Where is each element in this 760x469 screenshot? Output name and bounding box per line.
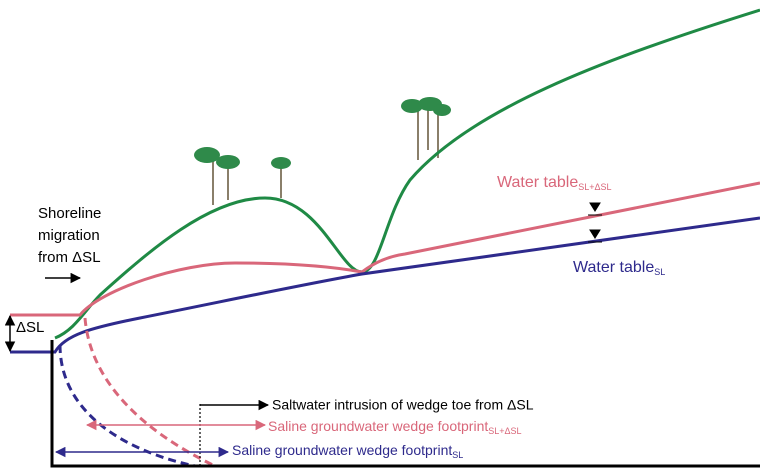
trees	[194, 97, 451, 205]
delta-sl-label: ΔSL	[16, 319, 44, 336]
footprint-current-label: Saline groundwater wedge footprintSL	[232, 442, 463, 461]
footprint-future-label: Saline groundwater wedge footprintSL+ΔSL	[268, 418, 522, 437]
ground-surface	[55, 10, 760, 338]
water-table-symbols	[588, 203, 602, 242]
shoreline-label: from ΔSL	[38, 249, 101, 266]
water-table-future	[10, 183, 760, 315]
intrusion-label: Saltwater intrusion of wedge toe from ΔS…	[272, 397, 534, 413]
shoreline-label: migration	[38, 227, 100, 244]
water-table-future-label: Water tableSL+ΔSL	[497, 174, 612, 192]
water-table-current-label: Water tableSL	[573, 259, 665, 277]
diagram: Shoreline migration from ΔSL ΔSL Water t…	[0, 0, 760, 469]
wedge-current	[60, 345, 195, 466]
wedge-future	[85, 318, 215, 466]
shoreline-label: Shoreline	[38, 205, 101, 222]
